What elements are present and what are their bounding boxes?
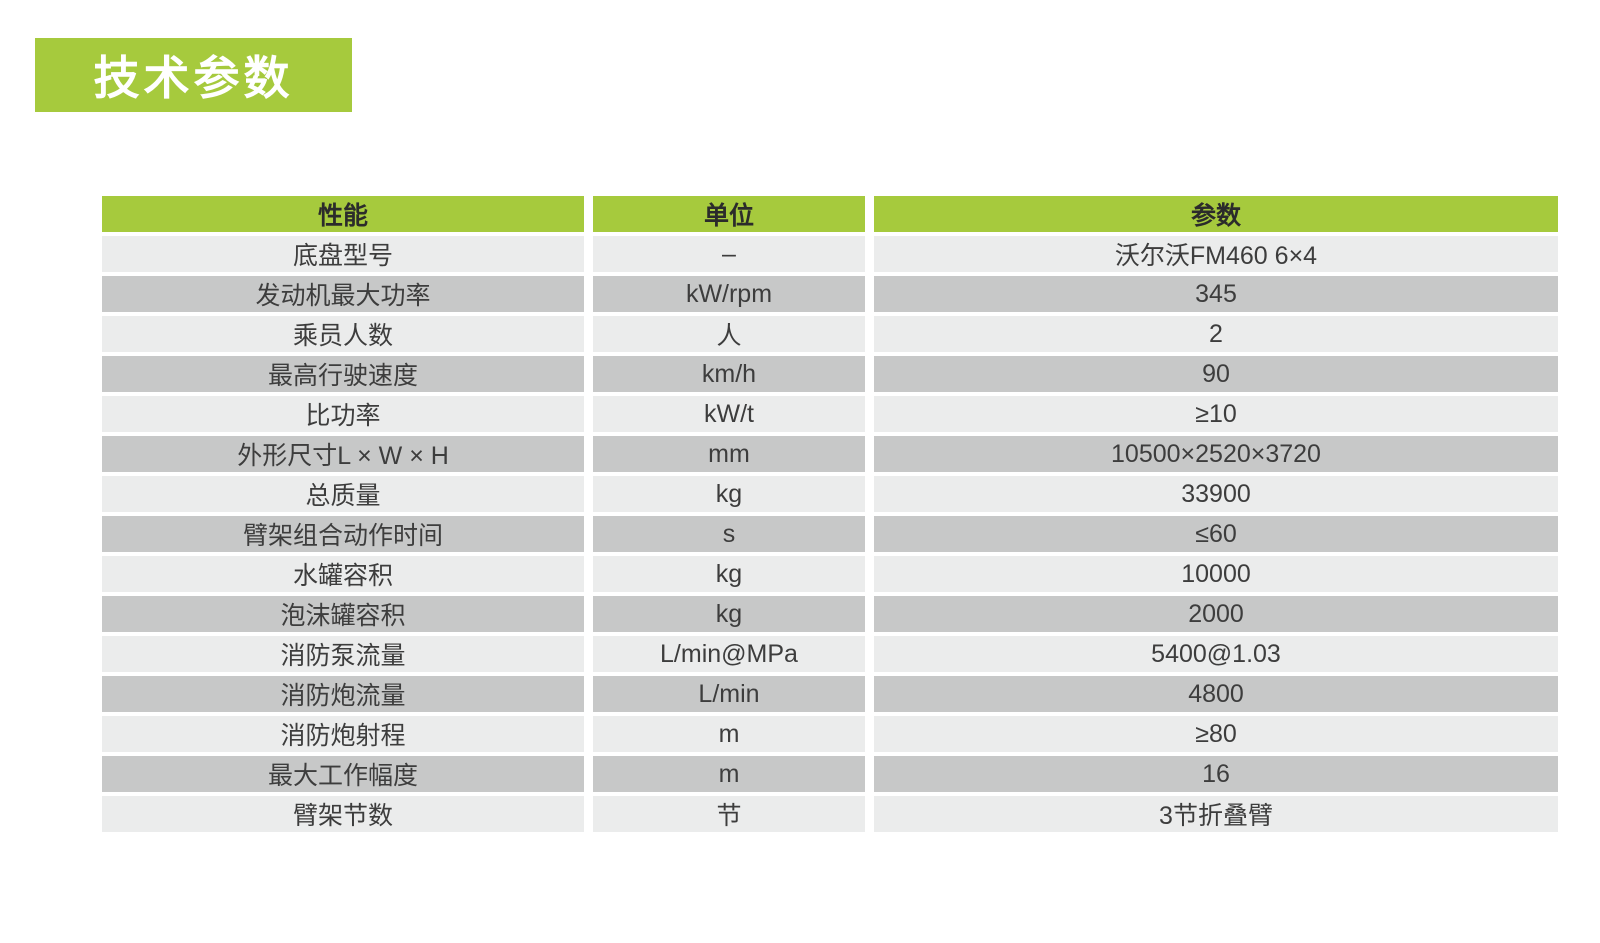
column-header-unit: 单位 xyxy=(593,196,874,236)
table-row: 发动机最大功率 kW/rpm 345 xyxy=(102,276,1558,316)
spec-name-cell: 底盘型号 xyxy=(102,236,593,276)
spec-value-cell: ≥10 xyxy=(874,396,1558,436)
spec-table: 性能 单位 参数 底盘型号 – 沃尔沃FM460 6×4 发动机最大功率 kW/… xyxy=(102,196,1558,836)
table-row: 水罐容积 kg 10000 xyxy=(102,556,1558,596)
spec-name-cell: 臂架组合动作时间 xyxy=(102,516,593,556)
spec-value-cell: 2 xyxy=(874,316,1558,356)
table-row: 乘员人数 人 2 xyxy=(102,316,1558,356)
spec-name-cell: 臂架节数 xyxy=(102,796,593,836)
spec-name-cell: 最高行驶速度 xyxy=(102,356,593,396)
table-row: 外形尺寸L × W × H mm 10500×2520×3720 xyxy=(102,436,1558,476)
spec-unit-cell: – xyxy=(593,236,874,276)
spec-value-cell: 345 xyxy=(874,276,1558,316)
section-title: 技术参数 xyxy=(93,52,294,104)
spec-table-header-row: 性能 单位 参数 xyxy=(102,196,1558,236)
spec-name-cell: 比功率 xyxy=(102,396,593,436)
table-row: 消防泵流量 L/min@MPa 5400@1.03 xyxy=(102,636,1558,676)
table-row: 消防炮流量 L/min 4800 xyxy=(102,676,1558,716)
table-row: 最高行驶速度 km/h 90 xyxy=(102,356,1558,396)
spec-table-body: 底盘型号 – 沃尔沃FM460 6×4 发动机最大功率 kW/rpm 345 乘… xyxy=(102,236,1558,836)
spec-value-cell: 90 xyxy=(874,356,1558,396)
table-row: 比功率 kW/t ≥10 xyxy=(102,396,1558,436)
spec-unit-cell: kW/t xyxy=(593,396,874,436)
spec-unit-cell: 节 xyxy=(593,796,874,836)
table-row: 臂架节数 节 3节折叠臂 xyxy=(102,796,1558,836)
spec-value-cell: 16 xyxy=(874,756,1558,796)
spec-name-cell: 消防炮射程 xyxy=(102,716,593,756)
spec-unit-cell: m xyxy=(593,716,874,756)
spec-name-cell: 水罐容积 xyxy=(102,556,593,596)
spec-value-cell: 33900 xyxy=(874,476,1558,516)
column-header-performance: 性能 xyxy=(102,196,593,236)
spec-unit-cell: mm xyxy=(593,436,874,476)
table-row: 最大工作幅度 m 16 xyxy=(102,756,1558,796)
spec-name-cell: 最大工作幅度 xyxy=(102,756,593,796)
table-row: 臂架组合动作时间 s ≤60 xyxy=(102,516,1558,556)
spec-value-cell: 3节折叠臂 xyxy=(874,796,1558,836)
spec-value-cell: 4800 xyxy=(874,676,1558,716)
spec-name-cell: 外形尺寸L × W × H xyxy=(102,436,593,476)
spec-unit-cell: s xyxy=(593,516,874,556)
spec-value-cell: ≤60 xyxy=(874,516,1558,556)
spec-unit-cell: kg xyxy=(593,556,874,596)
spec-value-cell: ≥80 xyxy=(874,716,1558,756)
spec-unit-cell: 人 xyxy=(593,316,874,356)
table-row: 总质量 kg 33900 xyxy=(102,476,1558,516)
column-header-parameter: 参数 xyxy=(874,196,1558,236)
table-row: 底盘型号 – 沃尔沃FM460 6×4 xyxy=(102,236,1558,276)
spec-table-head: 性能 单位 参数 xyxy=(102,196,1558,236)
table-row: 消防炮射程 m ≥80 xyxy=(102,716,1558,756)
spec-name-cell: 发动机最大功率 xyxy=(102,276,593,316)
spec-unit-cell: kg xyxy=(593,476,874,516)
spec-unit-cell: kW/rpm xyxy=(593,276,874,316)
spec-name-cell: 泡沫罐容积 xyxy=(102,596,593,636)
spec-unit-cell: km/h xyxy=(593,356,874,396)
spec-value-cell: 10500×2520×3720 xyxy=(874,436,1558,476)
spec-value-cell: 5400@1.03 xyxy=(874,636,1558,676)
spec-name-cell: 消防泵流量 xyxy=(102,636,593,676)
spec-value-cell: 10000 xyxy=(874,556,1558,596)
spec-value-cell: 沃尔沃FM460 6×4 xyxy=(874,236,1558,276)
spec-value-cell: 2000 xyxy=(874,596,1558,636)
spec-unit-cell: L/min xyxy=(593,676,874,716)
spec-unit-cell: m xyxy=(593,756,874,796)
section-title-badge: 技术参数 xyxy=(35,38,352,112)
spec-unit-cell: kg xyxy=(593,596,874,636)
spec-name-cell: 乘员人数 xyxy=(102,316,593,356)
spec-unit-cell: L/min@MPa xyxy=(593,636,874,676)
spec-name-cell: 消防炮流量 xyxy=(102,676,593,716)
table-row: 泡沫罐容积 kg 2000 xyxy=(102,596,1558,636)
spec-name-cell: 总质量 xyxy=(102,476,593,516)
